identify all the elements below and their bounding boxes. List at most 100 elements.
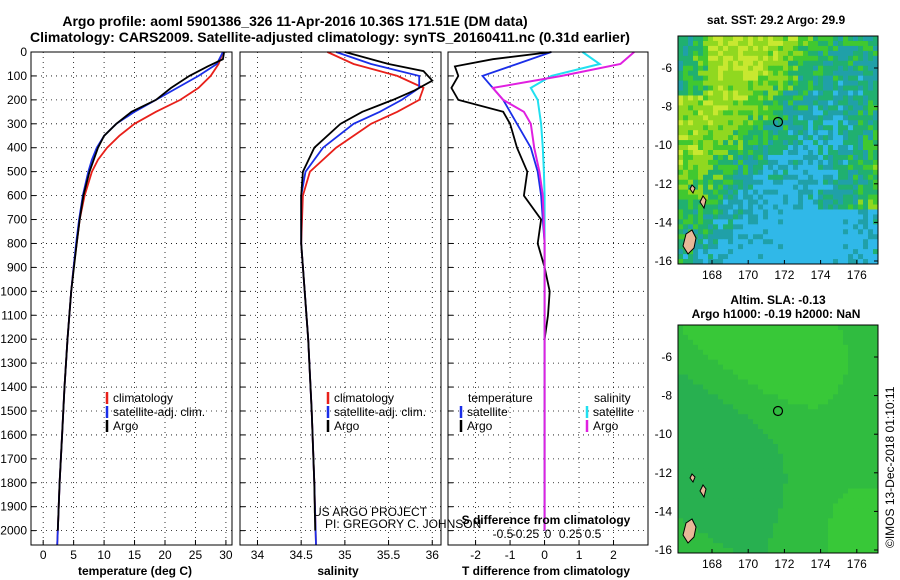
map-cell <box>688 478 694 485</box>
map-cell <box>778 199 784 205</box>
map-cell <box>703 339 709 346</box>
map-cell <box>793 329 799 336</box>
map-cell <box>813 150 819 156</box>
map-cell <box>738 429 744 435</box>
map-cell <box>743 254 749 260</box>
map-cell <box>788 110 794 116</box>
map-cell <box>818 443 824 450</box>
map-cell <box>863 140 869 146</box>
depth-tick-label: 100 <box>7 69 27 83</box>
map-cell <box>803 508 809 514</box>
map-cell <box>868 115 874 121</box>
map-cell <box>693 329 699 336</box>
map-cell <box>793 414 799 420</box>
map-cell <box>838 384 844 390</box>
map-cell <box>698 55 704 62</box>
map-cell <box>773 349 779 356</box>
map-cell <box>813 40 819 47</box>
map-cell <box>693 189 699 196</box>
map-cell <box>753 325 759 331</box>
map-xtick-label: 172 <box>774 557 794 571</box>
map-cell <box>818 214 824 220</box>
map-cell <box>833 105 839 111</box>
map-cell <box>778 244 784 250</box>
map-cell <box>713 339 719 346</box>
map-cell <box>748 478 754 485</box>
map-cell <box>743 90 749 96</box>
map-cell <box>818 204 824 210</box>
map-cell <box>863 95 869 101</box>
map-cell <box>753 219 759 225</box>
map-cell <box>863 249 869 255</box>
map-cell <box>858 548 864 554</box>
map-cell <box>758 394 764 400</box>
map-cell <box>743 523 749 529</box>
map-cell <box>758 50 764 57</box>
map-cell <box>848 498 854 504</box>
map-cell <box>833 159 839 166</box>
map-cell <box>743 150 749 156</box>
map-cell <box>843 36 849 42</box>
map-cell <box>858 329 864 336</box>
depth-tick-label: 1100 <box>1 308 27 322</box>
map-cell <box>678 234 684 240</box>
map-cell <box>853 518 859 524</box>
map-cell <box>773 325 779 331</box>
map-cell <box>818 334 824 341</box>
map-cell <box>743 105 749 111</box>
map-cell <box>688 339 694 346</box>
map-cell <box>753 528 759 534</box>
map-cell <box>823 349 829 356</box>
map-cell <box>848 179 854 186</box>
map-cell <box>733 150 739 156</box>
map-cell <box>873 194 879 200</box>
map-cell <box>678 95 684 101</box>
map-cell <box>823 488 829 494</box>
map-cell <box>748 36 754 42</box>
map-cell <box>748 50 754 57</box>
depth-tick-label: 0 <box>20 45 27 59</box>
map-cell <box>773 488 779 494</box>
map-cell <box>693 414 699 420</box>
map-cell <box>693 533 699 539</box>
map-cell <box>733 334 739 341</box>
map-cell <box>718 115 724 121</box>
map-cell <box>848 453 854 460</box>
map-cell <box>788 478 794 485</box>
map-cell <box>713 194 719 200</box>
map-cell <box>768 325 774 331</box>
map-cell <box>683 55 689 62</box>
map-cell <box>783 120 789 126</box>
map-cell <box>793 434 799 440</box>
map-cell <box>738 325 744 331</box>
map-cell <box>748 503 754 509</box>
map-cell <box>713 244 719 250</box>
map-cell <box>873 95 879 101</box>
map-cell <box>818 483 824 489</box>
map-cell <box>713 354 719 361</box>
map-cell <box>853 140 859 146</box>
map-cell <box>778 503 784 509</box>
map-cell <box>733 189 739 196</box>
map-cell <box>848 389 854 395</box>
map-cell <box>853 184 859 191</box>
map-cell <box>683 344 689 351</box>
map-cell <box>713 140 719 146</box>
map-cell <box>818 399 824 405</box>
map-cell <box>853 399 859 405</box>
map-cell <box>783 50 789 57</box>
map-cell <box>798 154 804 161</box>
map-cell <box>853 493 859 499</box>
map-cell <box>793 354 799 361</box>
map-cell <box>873 419 879 425</box>
map-cell <box>833 194 839 200</box>
map-cell <box>763 399 769 405</box>
map-cell <box>723 95 729 101</box>
map-cell <box>758 85 764 91</box>
map-cell <box>853 100 859 106</box>
map-cell <box>713 90 719 96</box>
sst-map-title: sat. SST: 29.2 Argo: 29.9 <box>707 13 846 27</box>
map-cell <box>703 135 709 141</box>
map-cell <box>793 159 799 166</box>
map-cell <box>698 45 704 52</box>
